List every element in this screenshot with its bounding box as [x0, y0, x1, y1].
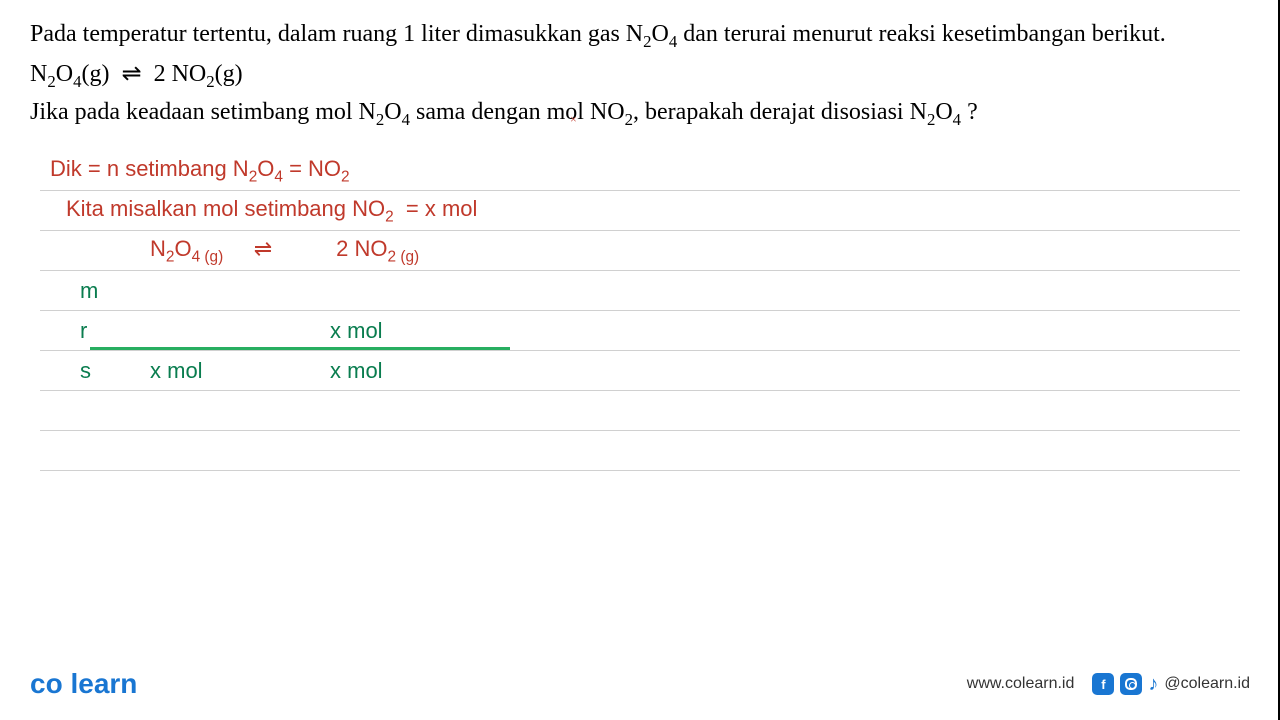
product: 2 NO2 (g) — [336, 236, 419, 266]
website-url: www.colearn.id — [967, 675, 1075, 693]
logo-part1: co — [30, 668, 63, 699]
r-label: r — [80, 318, 150, 344]
social-icons: f ♪ @colearn.id — [1092, 673, 1250, 696]
given-text: Dik = n setimbang N2O4 = NO2 — [40, 156, 350, 186]
s-col2: x mol — [330, 358, 383, 384]
logo: co learn — [30, 668, 137, 700]
assumption-row: Kita misalkan mol setimbang NO2 = x mol — [40, 191, 1240, 231]
m-row: m — [40, 271, 1240, 311]
solution-area: Dik = n setimbang N2O4 = NO2 Kita misalk… — [30, 151, 1250, 471]
empty-row-1 — [40, 391, 1240, 431]
r-col2: x mol — [330, 318, 383, 344]
question: Jika pada keadaan setimbang mol N2O4 sam… — [30, 96, 1250, 131]
social-handle: @colearn.id — [1164, 675, 1250, 693]
r-row: r x mol — [40, 311, 1240, 351]
assumption-text: Kita misalkan mol setimbang NO2 = x mol — [40, 196, 477, 226]
m-label: m — [80, 278, 150, 304]
tiktok-icon: ♪ — [1148, 673, 1158, 696]
reaction-header-row: N2O4 (g) ⇌ 2 NO2 (g) — [40, 231, 1240, 271]
logo-part2: learn — [70, 668, 137, 699]
problem-statement: Pada temperatur tertentu, dalam ruang 1 … — [30, 18, 1250, 53]
s-col1: x mol — [150, 358, 330, 384]
s-row: s x mol x mol — [40, 351, 1240, 391]
asterisk-mark: × — [570, 112, 577, 127]
instagram-icon — [1120, 673, 1142, 695]
s-label: s — [80, 358, 150, 384]
facebook-icon: f — [1092, 673, 1114, 695]
equation: N2O4(g) ⇌ 2 NO2(g) — [30, 59, 1250, 92]
empty-row-2 — [40, 431, 1240, 471]
given-row: Dik = n setimbang N2O4 = NO2 — [40, 151, 1240, 191]
footer: co learn www.colearn.id f ♪ @colearn.id — [0, 668, 1280, 700]
reactant: N2O4 (g) ⇌ — [150, 236, 330, 266]
